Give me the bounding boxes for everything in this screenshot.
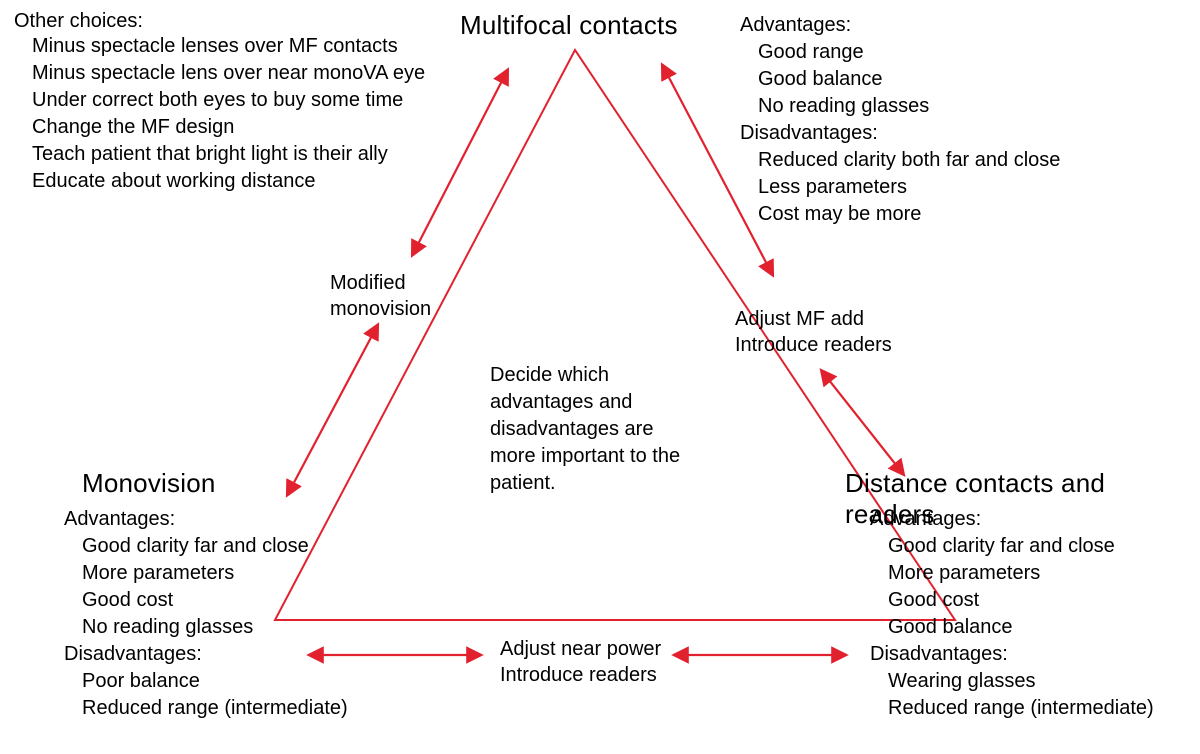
other-choice-item: Minus spectacle lens over near monoVA ey… [32, 60, 434, 87]
vertex-monovision: Monovision [82, 468, 216, 499]
distance-adv-item: Good cost [888, 587, 1200, 614]
distance-dis-item: Reduced range (intermediate) [888, 695, 1200, 722]
monovision-adv-item: Good cost [82, 587, 404, 614]
other-choice-item: Under correct both eyes to buy some time [32, 87, 434, 114]
edge-label-left: Modified monovision [330, 270, 431, 322]
distance-adv-title: Advantages: [870, 506, 1200, 533]
monovision-adv-item: Good clarity far and close [82, 533, 404, 560]
other-choice-item: Change the MF design [32, 114, 434, 141]
center-guidance: Decide which advantages and disadvantage… [490, 362, 700, 497]
multifocal-dis-item: Cost may be more [758, 201, 1120, 228]
monovision-adv-title: Advantages: [64, 506, 404, 533]
double-arrow [290, 330, 375, 490]
multifocal-adv-item: No reading glasses [758, 93, 1120, 120]
diagram-stage: Multifocal contacts Monovision Distance … [0, 0, 1200, 754]
double-arrow [825, 375, 900, 470]
monovision-dis-item: Reduced range (intermediate) [82, 695, 404, 722]
edge-label-right-line: Adjust MF add [735, 306, 892, 332]
monovision-adv-item: More parameters [82, 560, 404, 587]
multifocal-dis-item: Less parameters [758, 174, 1120, 201]
distance-block: Advantages: Good clarity far and close M… [870, 506, 1200, 722]
edge-label-left-line: monovision [330, 296, 431, 322]
multifocal-adv-title: Advantages: [740, 12, 1120, 39]
distance-adv-item: More parameters [888, 560, 1200, 587]
distance-dis-item: Wearing glasses [888, 668, 1200, 695]
edge-label-bottom: Adjust near power Introduce readers [500, 636, 661, 688]
distance-adv-item: Good clarity far and close [888, 533, 1200, 560]
edge-label-right-line: Introduce readers [735, 332, 892, 358]
monovision-block: Advantages: Good clarity far and close M… [64, 506, 404, 722]
other-choice-item: Minus spectacle lenses over MF contacts [32, 33, 434, 60]
monovision-dis-title: Disadvantages: [64, 641, 404, 668]
monovision-dis-item: Poor balance [82, 668, 404, 695]
edge-label-bottom-line: Adjust near power [500, 636, 661, 662]
multifocal-adv-item: Good range [758, 39, 1120, 66]
monovision-adv-item: No reading glasses [82, 614, 404, 641]
multifocal-dis-item: Reduced clarity both far and close [758, 147, 1120, 174]
multifocal-dis-title: Disadvantages: [740, 120, 1120, 147]
distance-adv-item: Good balance [888, 614, 1200, 641]
other-choice-item: Educate about working distance [32, 168, 434, 195]
other-choices-list: Minus spectacle lenses over MF contacts … [14, 33, 434, 195]
other-choices-title: Other choices: [14, 10, 434, 33]
vertex-multifocal: Multifocal contacts [460, 10, 678, 41]
edge-label-bottom-line: Introduce readers [500, 662, 661, 688]
other-choices-block: Other choices: Minus spectacle lenses ov… [14, 10, 434, 195]
edge-label-left-line: Modified [330, 270, 431, 296]
multifocal-block: Advantages: Good range Good balance No r… [740, 12, 1120, 228]
edge-label-right: Adjust MF add Introduce readers [735, 306, 892, 358]
distance-dis-title: Disadvantages: [870, 641, 1200, 668]
other-choice-item: Teach patient that bright light is their… [32, 141, 434, 168]
multifocal-adv-item: Good balance [758, 66, 1120, 93]
